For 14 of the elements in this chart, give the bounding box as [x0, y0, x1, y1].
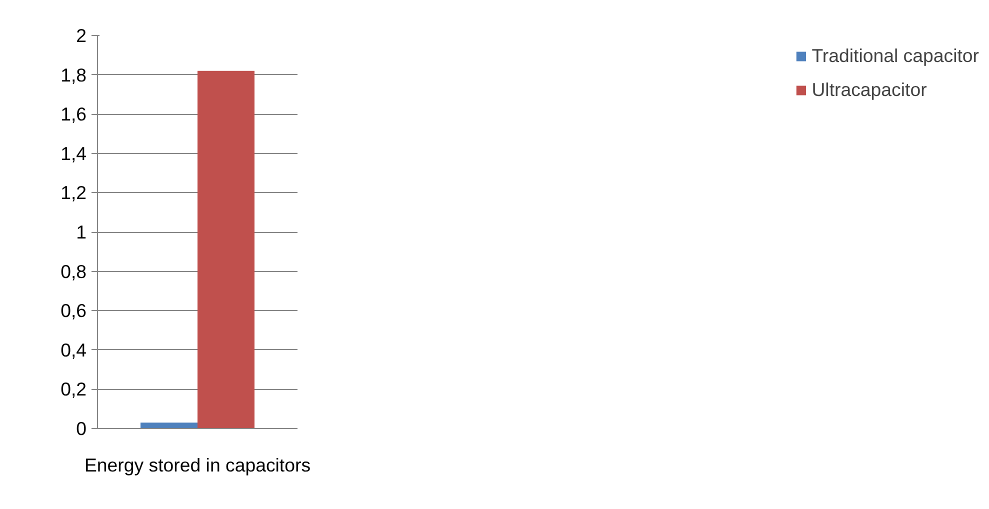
y-tick-label: 1,2: [60, 182, 87, 204]
y-tick-label: 1,6: [60, 104, 87, 125]
y-tick-label: 0,6: [60, 300, 87, 322]
y-tick-label: 1,8: [60, 64, 87, 86]
y-tick-label: 0: [76, 418, 87, 439]
y-tick-label: 0,4: [60, 339, 87, 360]
y-tick-label: 0,8: [60, 260, 87, 282]
legend-label: Ultracapacitor: [812, 79, 927, 101]
x-tick-label: Energy stored in capacitors: [84, 454, 311, 476]
legend-label: Traditional capacitor: [812, 45, 979, 67]
y-tick-label: 0,2: [60, 378, 87, 400]
y-tick-label: 2: [76, 25, 87, 46]
y-tick-label: 1,4: [60, 142, 87, 164]
y-tick-label: 1: [76, 222, 87, 242]
